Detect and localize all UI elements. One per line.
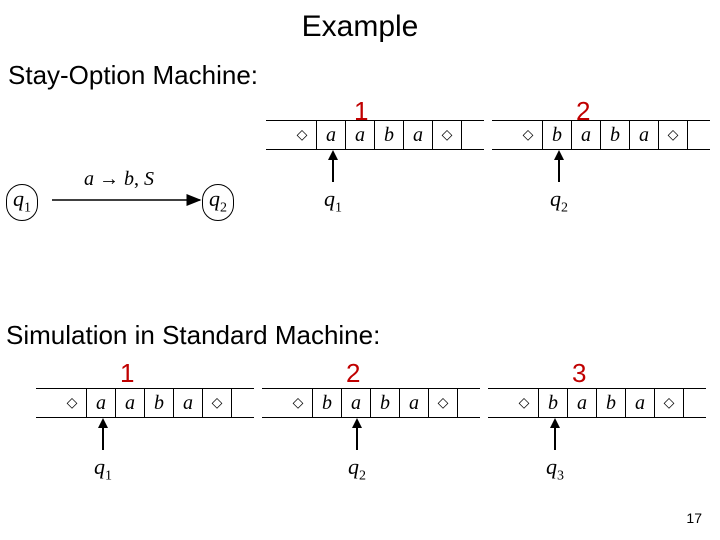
tape-cell: b <box>371 388 400 418</box>
tape-row: ◇baba◇ <box>488 388 706 418</box>
tape-lead <box>36 388 58 418</box>
sim-step-label-1: 1 <box>120 358 134 389</box>
stay-tape-2: ◇baba◇q2 <box>492 120 710 150</box>
transition-diagram: q1 q2 a → b, S <box>6 152 261 232</box>
head-state-label: q1 <box>94 454 112 484</box>
tape-cell: a <box>630 120 659 150</box>
head-arrow-stem <box>558 160 560 182</box>
tape-cell: a <box>572 120 601 150</box>
tape-cell: b <box>597 388 626 418</box>
tape-tail <box>688 120 710 150</box>
tape-cell: b <box>375 120 404 150</box>
head-state-label: q3 <box>546 454 564 484</box>
tape-cell: a <box>317 120 346 150</box>
tape-cell: a <box>404 120 433 150</box>
stay-tape-1: ◇aaba◇q1 <box>266 120 484 150</box>
blank-symbol: ◇ <box>519 395 530 412</box>
blank-symbol: ◇ <box>438 395 449 412</box>
slide-title: Example <box>0 10 720 44</box>
tape-cell: b <box>539 388 568 418</box>
slide: Example Stay-Option Machine: q1 q2 a → b… <box>0 0 720 540</box>
head-arrow-icon <box>352 418 362 428</box>
tape-row: ◇aaba◇ <box>266 120 484 150</box>
tape-lead <box>488 388 510 418</box>
tape-cell: a <box>342 388 371 418</box>
tape-tail <box>462 120 484 150</box>
sim-tape-2: ◇baba◇q2 <box>262 388 480 418</box>
tape-lead <box>262 388 284 418</box>
tape-head: q3 <box>546 418 564 484</box>
blank-symbol: ◇ <box>664 395 675 412</box>
blank-symbol: ◇ <box>668 127 679 144</box>
tape-cell: ◇ <box>284 388 313 418</box>
transition-arrow <box>6 152 261 232</box>
tape-cell: b <box>601 120 630 150</box>
tape-row: ◇baba◇ <box>262 388 480 418</box>
sim-step-label-3: 3 <box>572 358 586 389</box>
tape-cell: a <box>174 388 203 418</box>
tape-tail <box>458 388 480 418</box>
head-state-label: q1 <box>324 186 342 216</box>
tape-cell: b <box>543 120 572 150</box>
blank-symbol: ◇ <box>293 395 304 412</box>
tape-row: ◇aaba◇ <box>36 388 254 418</box>
sim-tape-1: ◇aaba◇q1 <box>36 388 254 418</box>
tape-cell: a <box>116 388 145 418</box>
tape-lead <box>492 120 514 150</box>
tape-head: q1 <box>94 418 112 484</box>
tape-cell: ◇ <box>58 388 87 418</box>
sim-tape-3: ◇baba◇q3 <box>488 388 706 418</box>
tape-head: q2 <box>550 150 568 216</box>
tape-cell: a <box>346 120 375 150</box>
head-arrow-stem <box>554 428 556 450</box>
tape-cell: ◇ <box>288 120 317 150</box>
tape-cell: a <box>87 388 116 418</box>
head-arrow-stem <box>102 428 104 450</box>
tape-cell: b <box>313 388 342 418</box>
tape-cell: b <box>145 388 174 418</box>
blank-symbol: ◇ <box>442 127 453 144</box>
tape-head: q1 <box>324 150 342 216</box>
tape-lead <box>266 120 288 150</box>
tape-cell: a <box>626 388 655 418</box>
tape-cell: a <box>568 388 597 418</box>
sim-step-label-2: 2 <box>346 358 360 389</box>
page-number: 17 <box>686 510 702 526</box>
blank-symbol: ◇ <box>297 127 308 144</box>
blank-symbol: ◇ <box>523 127 534 144</box>
head-arrow-icon <box>550 418 560 428</box>
heading-stay-option: Stay-Option Machine: <box>8 60 258 91</box>
tape-head: q2 <box>348 418 366 484</box>
head-arrow-stem <box>356 428 358 450</box>
tape-cell: ◇ <box>655 388 684 418</box>
tape-tail <box>232 388 254 418</box>
heading-simulation: Simulation in Standard Machine: <box>6 320 380 351</box>
blank-symbol: ◇ <box>67 395 78 412</box>
head-arrow-stem <box>332 160 334 182</box>
head-state-label: q2 <box>348 454 366 484</box>
tape-cell: ◇ <box>203 388 232 418</box>
tape-cell: a <box>400 388 429 418</box>
tape-cell: ◇ <box>510 388 539 418</box>
tape-row: ◇baba◇ <box>492 120 710 150</box>
tape-cell: ◇ <box>514 120 543 150</box>
head-state-label: q2 <box>550 186 568 216</box>
tape-cell: ◇ <box>659 120 688 150</box>
tape-tail <box>684 388 706 418</box>
head-arrow-icon <box>98 418 108 428</box>
blank-symbol: ◇ <box>212 395 223 412</box>
head-arrow-icon <box>554 150 564 160</box>
tape-cell: ◇ <box>429 388 458 418</box>
tape-cell: ◇ <box>433 120 462 150</box>
head-arrow-icon <box>328 150 338 160</box>
